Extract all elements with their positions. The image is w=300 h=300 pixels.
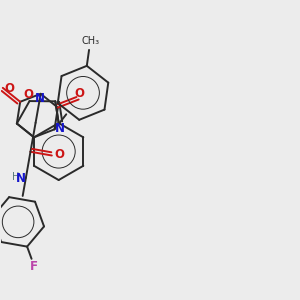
Text: H: H xyxy=(12,172,20,182)
Text: N: N xyxy=(16,172,26,184)
Text: F: F xyxy=(30,260,38,273)
Text: N: N xyxy=(35,92,45,105)
Text: O: O xyxy=(4,82,15,95)
Text: N: N xyxy=(55,122,65,135)
Text: O: O xyxy=(55,148,64,161)
Text: O: O xyxy=(23,88,33,101)
Text: O: O xyxy=(75,87,85,101)
Text: CH₃: CH₃ xyxy=(81,36,99,46)
